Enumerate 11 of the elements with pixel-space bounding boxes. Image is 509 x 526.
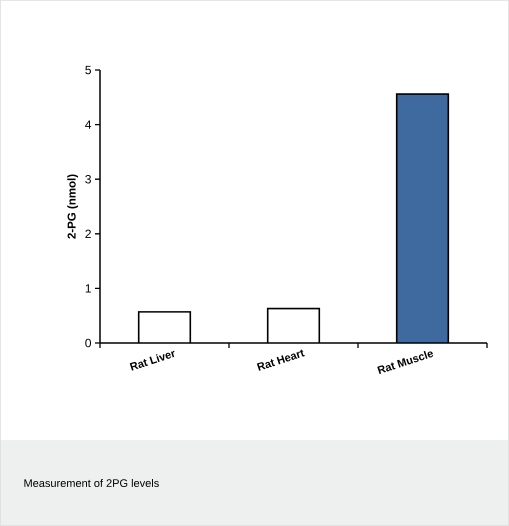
y-tick-label: 3 [85,174,91,184]
x-tick-label: Rat Heart [256,350,305,371]
text: Measurement of 2PG levels [24,478,159,488]
y-tick-label: 0 [85,338,92,348]
y-tick-label: 1 [86,284,91,293]
y-tick-label: 5 [85,66,91,74]
x-tick-label: Rat Liver [130,350,175,371]
x-tick-label: Rat Muscle [377,350,434,374]
y-tick-label: 2 [85,230,91,238]
y-tick-label: 4 [85,120,92,129]
y-axis-title: 2-PG (nmol) [67,174,78,239]
